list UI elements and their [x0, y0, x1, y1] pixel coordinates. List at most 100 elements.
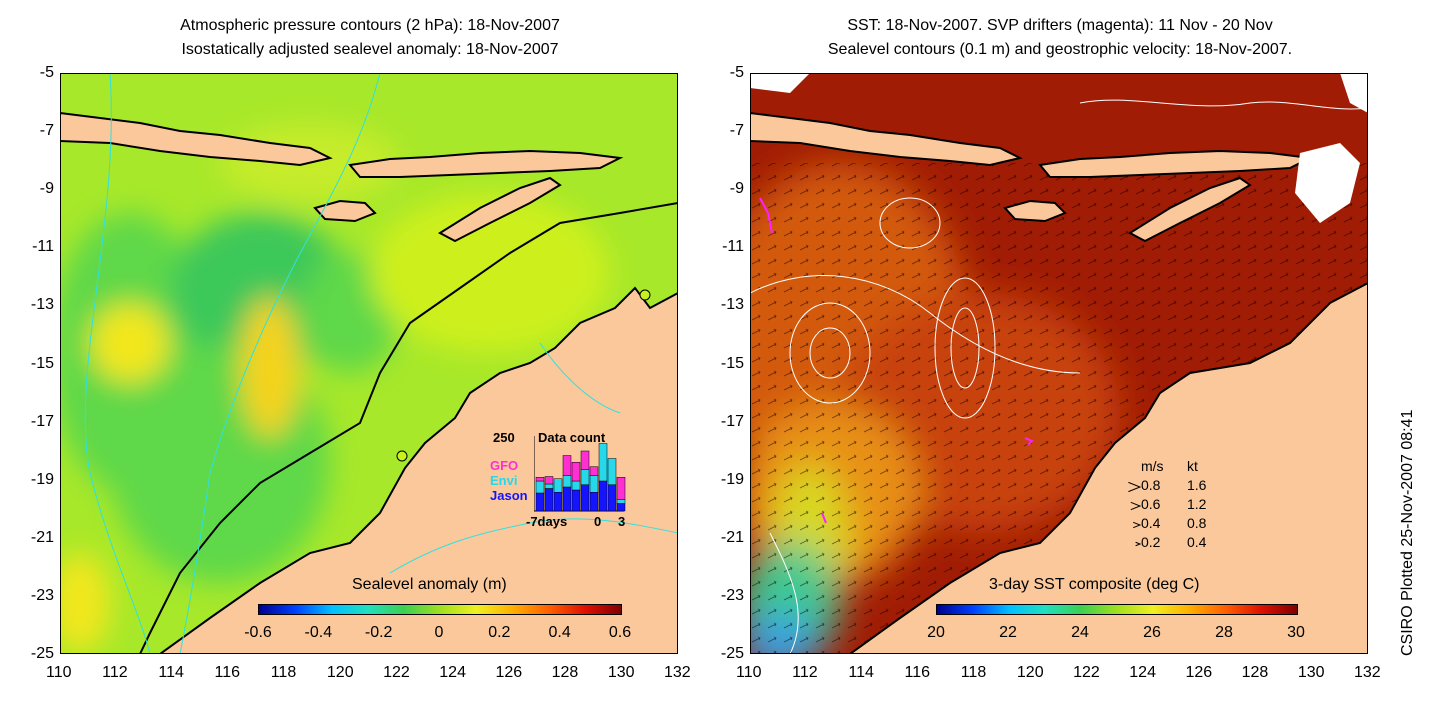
pressure-contour: [389, 518, 678, 574]
sealevel-contour: [789, 302, 871, 404]
velocity-legend-ms: 0.8: [1141, 477, 1161, 493]
histogram-bar-envi: [535, 480, 545, 494]
longitude-tick-label: 118: [270, 664, 297, 681]
longitude-tick-label: 132: [1354, 664, 1381, 681]
velocity-legend-ms: 0.6: [1141, 496, 1161, 512]
histogram-bar-jason: [544, 488, 554, 512]
histogram-bar-gfo: [580, 450, 590, 470]
data-count-histogram: [534, 436, 626, 512]
velocity-legend-kt: 1.6: [1187, 477, 1207, 493]
sst-map: [750, 73, 1368, 654]
histogram-bar-gfo: [535, 477, 545, 482]
drifter-track: [821, 512, 827, 524]
latitude-tick-label: -11: [32, 238, 54, 256]
inset-title: Data count: [538, 430, 606, 445]
longitude-tick-label: 118: [960, 664, 987, 681]
histogram-bar-envi: [544, 483, 554, 489]
longitude-tick-label: 112: [102, 664, 128, 681]
sumba-island: [1003, 199, 1067, 223]
shelf-edge-contour: [139, 202, 678, 654]
anomaly-blob: [60, 553, 110, 653]
left-title-line1: Atmospheric pressure contours (2 hPa): 1…: [180, 17, 560, 34]
tide-gauge-marker: [639, 289, 651, 301]
right-title-line2: Sealevel contours (0.1 m) and geostrophi…: [827, 41, 1293, 58]
latitude-tick-label: -5: [39, 64, 54, 81]
australia-land: [848, 281, 1368, 654]
latitude-tick-label: -9: [729, 180, 744, 198]
cloud-gap: [750, 73, 810, 93]
australia-land: [158, 286, 678, 654]
longitude-tick-label: 116: [214, 664, 241, 681]
histogram-bar-envi: [553, 478, 563, 493]
histogram-bar-jason: [580, 484, 590, 512]
histogram-bar-jason: [616, 503, 626, 512]
cloud-gap: [1340, 73, 1368, 113]
longitude-tick-label: 128: [1241, 664, 1269, 681]
latitude-tick-label: -17: [30, 412, 54, 430]
colorbar-tick-label: -0.2: [364, 624, 393, 641]
colorbar-tick-label: 0.2: [488, 624, 511, 641]
velocity-arrow-icon: [1133, 521, 1142, 529]
longitude-tick-label: 114: [848, 664, 874, 681]
latitude-tick-label: -19: [30, 470, 54, 488]
histogram-bar-envi: [607, 458, 617, 485]
latitude-tick-label: -5: [729, 64, 744, 81]
cloud-gap: [1295, 143, 1360, 223]
inset-x-mid: 0: [594, 514, 602, 529]
longitude-tick-label: 112: [792, 664, 818, 681]
velocity-arrow-icon: [1130, 501, 1142, 511]
histogram-bar-gfo: [571, 462, 581, 482]
right-colorbar-label: 3-day SST composite (deg C): [989, 576, 1200, 593]
longitude-tick-label: 120: [326, 664, 354, 681]
latitude-tick-label: -21: [720, 528, 744, 546]
latitude-tick-label: -19: [720, 470, 744, 488]
tide-gauge-marker: [396, 450, 408, 462]
velocity-legend-kt: 0.4: [1187, 534, 1207, 550]
inset-gfo-label: GFO: [490, 458, 519, 473]
velocity-arrow-icon: [1128, 481, 1142, 493]
left-colorbar: [258, 604, 622, 615]
histogram-bar-jason: [589, 492, 599, 512]
latitude-tick-label: -9: [39, 180, 54, 198]
sealevel-contour: [879, 197, 941, 249]
histogram-bar-envi: [616, 499, 626, 504]
left-colorbar-label: Sealevel anomaly (m): [352, 576, 507, 593]
longitude-tick-label: 120: [1016, 664, 1044, 681]
sealevel-contour: [769, 532, 799, 654]
latitude-tick-label: -15: [30, 354, 54, 372]
colorbar-tick-label: 0: [434, 624, 444, 641]
colorbar-tick-label: 30: [1287, 624, 1305, 641]
java-island: [750, 111, 1023, 167]
inset-envi-label: Envi: [490, 473, 518, 488]
anomaly-blob: [240, 298, 300, 438]
left-map: [60, 73, 678, 654]
latitude-tick-label: -13: [30, 296, 54, 314]
histogram-bar-gfo: [616, 477, 626, 500]
velocity-legend-kt: 0.8: [1187, 515, 1207, 531]
java-island: [60, 111, 333, 167]
timor-island: [1128, 176, 1252, 243]
longitude-tick-label: 130: [1297, 664, 1325, 681]
latitude-tick-label: -7: [729, 122, 744, 140]
colorbar-tick-label: 0.4: [548, 624, 571, 641]
pressure-contour: [539, 342, 621, 414]
colorbar-tick-label: 24: [1071, 624, 1089, 641]
longitude-tick-label: 122: [1073, 664, 1100, 681]
right-map: [750, 73, 1368, 654]
pressure-contour: [84, 73, 151, 654]
histogram-bar-gfo: [589, 466, 599, 476]
longitude-tick-label: 126: [495, 664, 523, 681]
latitude-tick-label: -13: [720, 296, 744, 314]
histogram-bar-envi: [571, 480, 581, 491]
latitude-tick-label: -7: [39, 122, 54, 140]
pressure-contour: [179, 73, 381, 654]
histogram-bar-jason: [562, 486, 572, 512]
inset-x-end: 3: [618, 514, 626, 529]
histogram-bar-envi: [598, 443, 608, 482]
velocity-legend-ms: 0.2: [1141, 534, 1161, 550]
histogram-bar-gfo: [562, 455, 572, 476]
sealevel-anomaly-map: [60, 73, 678, 654]
colorbar-tick-label: -0.4: [304, 624, 333, 641]
velocity-legend-ms: 0.4: [1141, 515, 1161, 531]
velocity-legend-kt: 1.2: [1187, 496, 1207, 512]
